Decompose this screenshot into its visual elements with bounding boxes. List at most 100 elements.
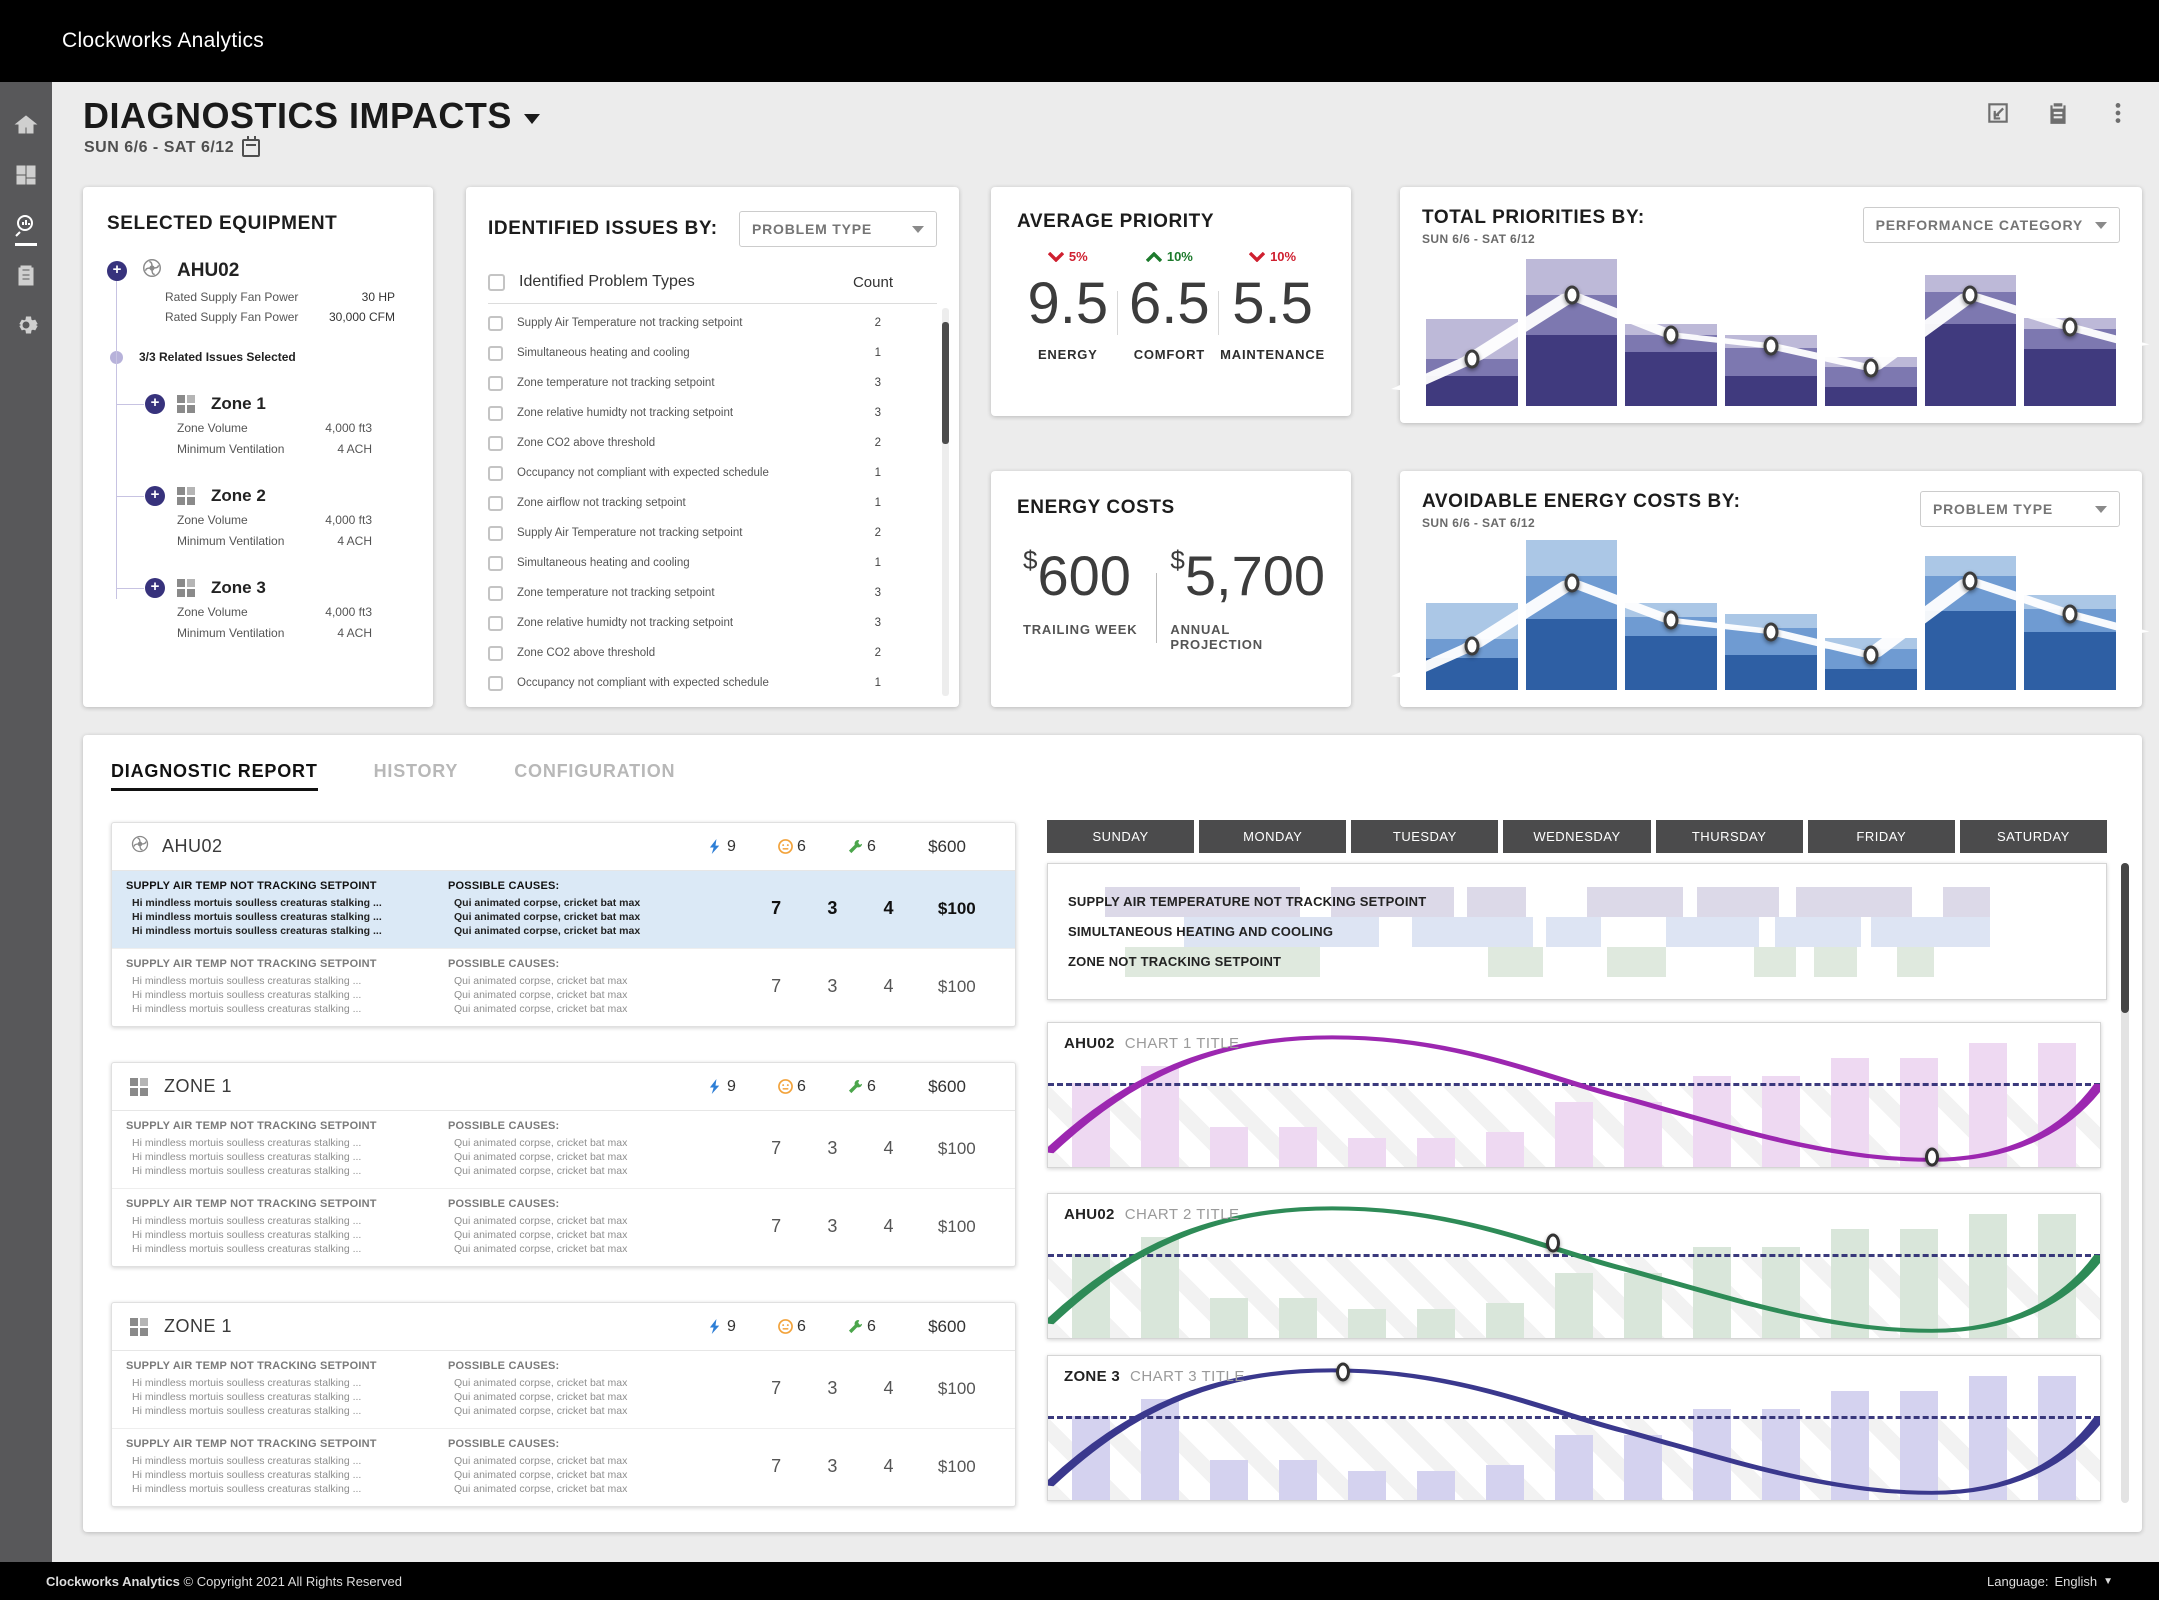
language-selector[interactable]: Language: English ▼: [1987, 1573, 2113, 1589]
timeline-row: ZONE NOT TRACKING SETPOINT: [1064, 946, 2090, 977]
spec-value: 4 ACH: [337, 442, 372, 456]
report-icon[interactable]: [2045, 100, 2071, 126]
issue-label: Occupancy not compliant with expected sc…: [517, 467, 769, 479]
possible-cause-line: Qui animated corpse, cricket bat max: [454, 1003, 628, 1015]
page-title-dropdown[interactable]: DIAGNOSTICS IMPACTS: [83, 95, 540, 137]
spec-value: 4 ACH: [337, 534, 372, 548]
problem-type-dropdown[interactable]: PROBLEM TYPE: [1920, 491, 2120, 527]
day-header-button[interactable]: THURSDAY: [1655, 820, 1803, 853]
issue-checkbox[interactable]: [488, 465, 503, 481]
diagnostic-row[interactable]: SUPPLY AIR TEMP NOT TRACKING SETPOINT Hi…: [112, 871, 1015, 949]
issue-row[interactable]: Occupancy not compliant with expected sc…: [488, 668, 937, 698]
issue-label: Zone relative humidty not tracking setpo…: [517, 617, 734, 629]
issue-count: 3: [874, 407, 881, 419]
issue-row[interactable]: Zone relative humidty not tracking setpo…: [488, 608, 937, 638]
issue-checkbox[interactable]: [488, 555, 503, 571]
resize-icon[interactable]: [1985, 100, 2011, 126]
possible-cause-line: Qui animated corpse, cricket bat max: [454, 1137, 628, 1149]
comfort-priority-stat: 6: [757, 838, 827, 856]
issue-count: 3: [874, 587, 881, 599]
day-header-button[interactable]: TUESDAY: [1351, 820, 1499, 853]
diagnostic-report-section: DIAGNOSTIC REPORT HISTORY CONFIGURATION …: [83, 735, 2142, 1532]
expand-node-button[interactable]: +: [145, 578, 165, 598]
clipboard-icon[interactable]: [13, 262, 39, 288]
diagnostic-card-header[interactable]: AHU02 9 6 6 $600: [112, 823, 1015, 871]
issue-row[interactable]: Zone temperature not tracking setpoint 3: [488, 578, 937, 608]
issue-checkbox[interactable]: [488, 585, 503, 601]
issues-scrollbar[interactable]: [942, 308, 949, 696]
expand-node-button[interactable]: +: [145, 394, 165, 414]
issue-checkbox[interactable]: [488, 525, 503, 541]
diagnostic-row[interactable]: SUPPLY AIR TEMP NOT TRACKING SETPOINT Hi…: [112, 1429, 1015, 1506]
equipment-name: AHU02: [177, 259, 240, 281]
timeline-row-label: SIMULTANEOUS HEATING AND COOLING: [1068, 923, 1334, 939]
possible-cause-line: Qui animated corpse, cricket bat max: [454, 1391, 628, 1403]
issue-row[interactable]: Zone CO2 above threshold 2: [488, 428, 937, 458]
issue-checkbox[interactable]: [488, 375, 503, 391]
issue-count: 1: [874, 467, 881, 479]
issue-checkbox[interactable]: [488, 435, 503, 451]
issue-row[interactable]: Supply Air Temperature not tracking setp…: [488, 518, 937, 548]
spec-value: 4,000 ft3: [325, 605, 372, 619]
diagnostic-row[interactable]: SUPPLY AIR TEMP NOT TRACKING SETPOINT Hi…: [112, 1189, 1015, 1266]
chevron-down-icon: [912, 225, 924, 233]
possible-cause-line: Qui animated corpse, cricket bat max: [454, 911, 641, 923]
more-icon[interactable]: [2105, 100, 2131, 126]
chart-bar: [1900, 1228, 1938, 1338]
diagnostics-search-icon[interactable]: [13, 212, 39, 246]
diagnostic-row[interactable]: SUPPLY AIR TEMP NOT TRACKING SETPOINT Hi…: [112, 1351, 1015, 1429]
date-range[interactable]: SUN 6/6 - SAT 6/12: [84, 136, 261, 157]
scrollbar-thumb[interactable]: [2121, 863, 2129, 1013]
energy-priority-value: 7: [771, 976, 782, 996]
diagnostic-card-header[interactable]: ZONE 1 9 6 6 $600: [112, 1303, 1015, 1351]
issue-row[interactable]: Simultaneous heating and cooling 1: [488, 338, 937, 368]
line-marker: [2062, 604, 2078, 624]
issue-detail-line: Hi mindless mortuis soulless creaturas s…: [132, 1391, 362, 1403]
chart-bar: [1969, 1376, 2007, 1500]
chart-bar: [1969, 1214, 2007, 1338]
zone-name: Zone 1: [211, 394, 266, 413]
issue-row[interactable]: Zone relative humidty not tracking setpo…: [488, 398, 937, 428]
issue-checkbox[interactable]: [488, 405, 503, 421]
issue-checkbox[interactable]: [488, 495, 503, 511]
dashboard-icon[interactable]: [13, 162, 39, 188]
select-all-checkbox[interactable]: [488, 273, 505, 291]
issue-row[interactable]: Zone CO2 above threshold 2: [488, 638, 937, 668]
issue-checkbox[interactable]: [488, 615, 503, 631]
day-header-button[interactable]: SATURDAY: [1959, 820, 2107, 853]
expand-node-button[interactable]: +: [107, 260, 127, 281]
scrollbar-thumb[interactable]: [942, 322, 949, 444]
issue-row[interactable]: Occupancy not compliant with expected sc…: [488, 458, 937, 488]
issue-checkbox[interactable]: [488, 315, 503, 331]
diagnostic-row[interactable]: SUPPLY AIR TEMP NOT TRACKING SETPOINT Hi…: [112, 1111, 1015, 1189]
timeline-scrollbar[interactable]: [2121, 863, 2129, 1503]
day-header-button[interactable]: MONDAY: [1199, 820, 1347, 853]
issue-checkbox[interactable]: [488, 345, 503, 361]
equipment-name: ZONE 1: [164, 1316, 233, 1336]
settings-icon[interactable]: [13, 312, 39, 338]
tab-configuration[interactable]: CONFIGURATION: [514, 761, 676, 781]
day-header-button[interactable]: WEDNESDAY: [1503, 820, 1651, 853]
issue-row[interactable]: Simultaneous heating and cooling 1: [488, 548, 937, 578]
issue-checkbox[interactable]: [488, 675, 503, 691]
diagnostic-row[interactable]: SUPPLY AIR TEMP NOT TRACKING SETPOINT Hi…: [112, 949, 1015, 1026]
tab-history[interactable]: HISTORY: [373, 761, 459, 781]
issue-row[interactable]: Zone temperature not tracking setpoint 3: [488, 368, 937, 398]
chart-bar: [1555, 1435, 1593, 1500]
issue-checkbox[interactable]: [488, 645, 503, 661]
spec-value: 4 ACH: [337, 626, 372, 640]
day-header-button[interactable]: FRIDAY: [1807, 820, 1955, 853]
issue-row[interactable]: Zone airflow not tracking setpoint 1: [488, 488, 937, 518]
home-icon[interactable]: [13, 112, 39, 138]
issue-row[interactable]: Supply Air Temperature not tracking setp…: [488, 308, 937, 338]
maintenance-priority-value: 4: [883, 1138, 894, 1158]
expand-node-button[interactable]: +: [145, 486, 165, 506]
card-title: ENERGY COSTS: [1017, 497, 1175, 518]
tab-diagnostic-report[interactable]: DIAGNOSTIC REPORT: [111, 761, 318, 791]
diagnostic-card-header[interactable]: ZONE 1 9 6 6 $600: [112, 1063, 1015, 1111]
day-header-button[interactable]: SUNDAY: [1047, 820, 1195, 853]
timeline-segment: [1487, 946, 1544, 977]
problem-type-dropdown[interactable]: PROBLEM TYPE: [739, 211, 937, 247]
energy-costs-card: ENERGY COSTS $600 TRAILING WEEK $5,700 A…: [991, 471, 1351, 707]
performance-category-dropdown[interactable]: PERFORMANCE CATEGORY: [1862, 207, 2120, 243]
